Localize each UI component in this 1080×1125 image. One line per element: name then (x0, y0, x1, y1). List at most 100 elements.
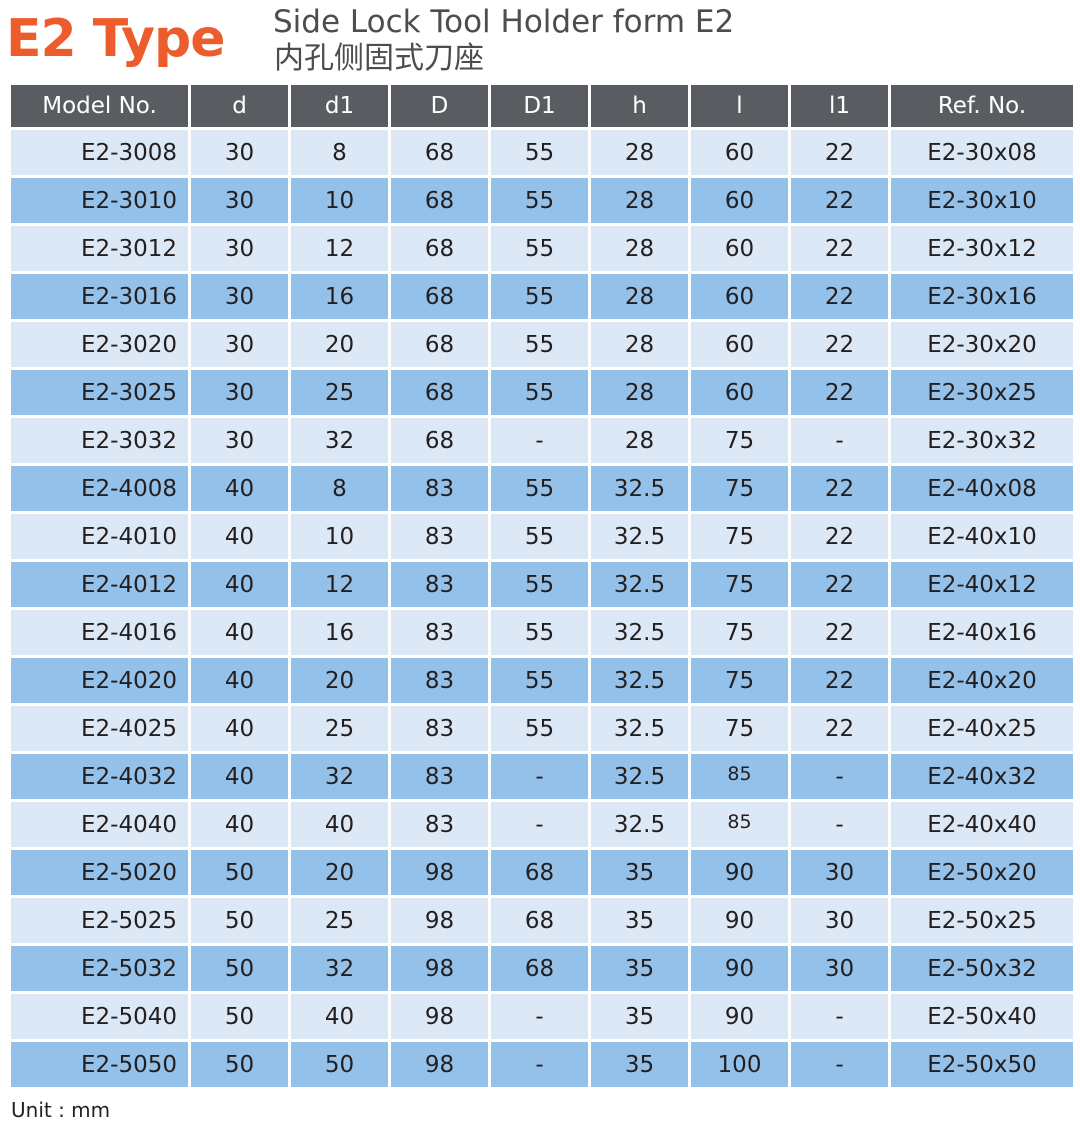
cell-D-cap: 98 (391, 850, 488, 895)
cell-d: 30 (191, 274, 288, 319)
cell-d: 30 (191, 226, 288, 271)
cell-D-cap: 83 (391, 658, 488, 703)
cell-l1: - (791, 1042, 888, 1087)
cell-l: 75 (691, 562, 788, 607)
cell-l1: 22 (791, 610, 888, 655)
cell-d1: 25 (291, 898, 388, 943)
table-row: E2-4020 40 20 83 55 32.5 75 22 E2-40x20 (11, 658, 1073, 703)
cell-model-no: E2-5020 (11, 850, 188, 895)
cell-h: 35 (591, 850, 688, 895)
unit-note: Unit : mm (11, 1098, 111, 1122)
cell-D1-cap: 55 (491, 226, 588, 271)
cell-D1-cap: 55 (491, 706, 588, 751)
cell-model-no: E2-5040 (11, 994, 188, 1039)
table-row: E2-5050 50 50 98-35 100- E2-50x50 (11, 1042, 1073, 1087)
cell-ref-no: E2-50x40 (891, 994, 1073, 1039)
cell-d: 40 (191, 610, 288, 655)
cell-l: 75 (691, 706, 788, 751)
cell-d1: 40 (291, 802, 388, 847)
cell-l1: 22 (791, 466, 888, 511)
cell-h: 28 (591, 370, 688, 415)
cell-ref-no: E2-40x16 (891, 610, 1073, 655)
table-row: E2-4010 40 10 83 55 32.5 75 22 E2-40x10 (11, 514, 1073, 559)
cell-model-no: E2-4012 (11, 562, 188, 607)
cell-h: 35 (591, 898, 688, 943)
column-header-h: h (591, 85, 688, 127)
cell-d1: 20 (291, 658, 388, 703)
column-header-D1-cap: D1 (491, 85, 588, 127)
cell-ref-no: E2-30x12 (891, 226, 1073, 271)
cell-model-no: E2-4032 (11, 754, 188, 799)
cell-h: 32.5 (591, 802, 688, 847)
cell-D1-cap: 55 (491, 610, 588, 655)
cell-l: 60 (691, 322, 788, 367)
cell-d1: 12 (291, 226, 388, 271)
cell-d: 40 (191, 514, 288, 559)
cell-D1-cap: 55 (491, 466, 588, 511)
cell-l: 85 (691, 754, 788, 799)
cell-d: 40 (191, 802, 288, 847)
cell-h: 35 (591, 946, 688, 991)
cell-l: 85 (691, 802, 788, 847)
cell-d: 40 (191, 706, 288, 751)
cell-ref-no: E2-30x08 (891, 130, 1073, 175)
cell-D-cap: 68 (391, 130, 488, 175)
cell-D1-cap: - (491, 994, 588, 1039)
cell-D-cap: 83 (391, 706, 488, 751)
cell-D-cap: 83 (391, 802, 488, 847)
cell-D1-cap: 55 (491, 514, 588, 559)
table-row: E2-5032 50 32 98 68 35 90 30 E2-50x32 (11, 946, 1073, 991)
table-row: E2-3008 30 8 68 55 28 60 22 E2-30x08 (11, 130, 1073, 175)
cell-D-cap: 83 (391, 562, 488, 607)
cell-model-no: E2-4020 (11, 658, 188, 703)
table-row: E2-5025 50 25 98 68 35 90 30 E2-50x25 (11, 898, 1073, 943)
cell-l: 60 (691, 130, 788, 175)
cell-D1-cap: 55 (491, 130, 588, 175)
cell-l: 60 (691, 178, 788, 223)
cell-model-no: E2-3010 (11, 178, 188, 223)
cell-h: 28 (591, 274, 688, 319)
cell-D1-cap: 68 (491, 898, 588, 943)
cell-h: 32.5 (591, 562, 688, 607)
cell-model-no: E2-5032 (11, 946, 188, 991)
cell-l: 90 (691, 898, 788, 943)
table-row: E2-3032 30 32 68-28 75- E2-30x32 (11, 418, 1073, 463)
table-row: E2-4025 40 25 83 55 32.5 75 22 E2-40x25 (11, 706, 1073, 751)
cell-l1: 22 (791, 274, 888, 319)
cell-D-cap: 98 (391, 898, 488, 943)
cell-D-cap: 68 (391, 370, 488, 415)
cell-l1: 22 (791, 706, 888, 751)
cell-model-no: E2-4025 (11, 706, 188, 751)
cell-l1: 22 (791, 658, 888, 703)
cell-h: 35 (591, 994, 688, 1039)
cell-d: 40 (191, 658, 288, 703)
cell-d: 30 (191, 370, 288, 415)
cell-D1-cap: 55 (491, 562, 588, 607)
cell-d1: 12 (291, 562, 388, 607)
cell-l1: 22 (791, 226, 888, 271)
cell-h: 35 (591, 1042, 688, 1087)
cell-d: 30 (191, 178, 288, 223)
cell-d: 30 (191, 418, 288, 463)
cell-D1-cap: 68 (491, 946, 588, 991)
cell-model-no: E2-3012 (11, 226, 188, 271)
cell-ref-no: E2-40x20 (891, 658, 1073, 703)
cell-d1: 16 (291, 274, 388, 319)
cell-h: 32.5 (591, 658, 688, 703)
cell-ref-no: E2-50x20 (891, 850, 1073, 895)
page-header: E2 Type Side Lock Tool Holder form E2 内孔… (0, 0, 1080, 82)
cell-l1: 22 (791, 178, 888, 223)
subtitle-english: Side Lock Tool Holder form E2 (273, 4, 735, 40)
cell-ref-no: E2-40x12 (891, 562, 1073, 607)
cell-ref-no: E2-50x50 (891, 1042, 1073, 1087)
table-row: E2-4040 40 40 83-32.5 85- E2-40x40 (11, 802, 1073, 847)
cell-l1: 22 (791, 562, 888, 607)
cell-ref-no: E2-50x25 (891, 898, 1073, 943)
cell-D-cap: 68 (391, 274, 488, 319)
cell-ref-no: E2-50x32 (891, 946, 1073, 991)
type-title: E2 Type (6, 9, 225, 69)
table-row: E2-5040 50 40 98-35 90- E2-50x40 (11, 994, 1073, 1039)
cell-ref-no: E2-30x16 (891, 274, 1073, 319)
table-row: E2-3012 30 12 68 55 28 60 22 E2-30x12 (11, 226, 1073, 271)
column-header-d1: d1 (291, 85, 388, 127)
